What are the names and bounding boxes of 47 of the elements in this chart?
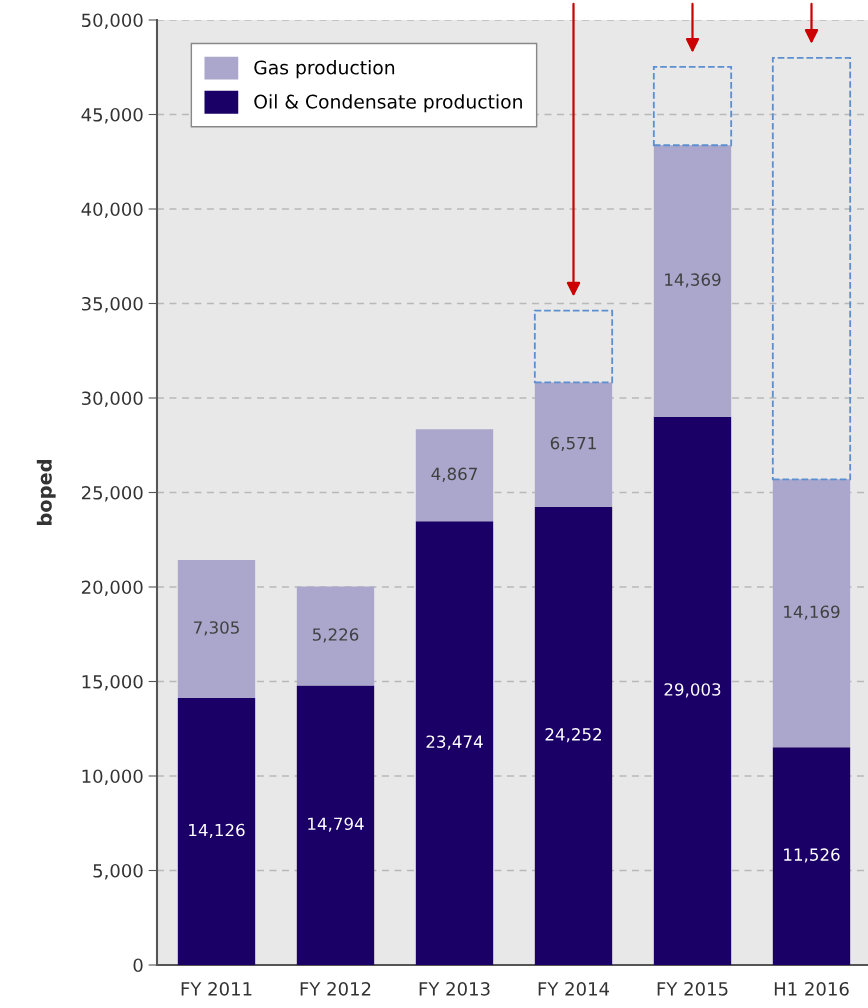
data-label: 24,252: [545, 728, 601, 743]
data-label: 14,126: [189, 823, 245, 839]
legend-label: Gas production: [254, 60, 395, 79]
bar: [415, 429, 494, 522]
bar: [653, 145, 732, 417]
bar: [652, 65, 733, 147]
y-tick-label: 30,000: [82, 391, 143, 407]
y-tick-label: 50,000: [82, 13, 143, 29]
bar: [772, 479, 851, 748]
data-label: 14,794: [308, 817, 364, 832]
y-tick-label: 15,000: [82, 674, 143, 691]
data-label: 7,305: [194, 621, 239, 636]
data-label: 29,003: [664, 683, 721, 698]
bar: [296, 685, 375, 965]
data-label: 14,369: [665, 273, 721, 288]
y-tick-label: 35,000: [82, 296, 143, 313]
x-tick-label: H1 2016: [774, 981, 849, 996]
x-tick-label: FY 2013: [419, 981, 490, 996]
data-label: 6,571: [550, 436, 596, 452]
bar: [533, 309, 614, 384]
x-tick-label: FY 2014: [538, 981, 610, 996]
data-label: 4,867: [431, 467, 477, 482]
y-tick-label: 20,000: [81, 580, 143, 596]
bar: [534, 382, 613, 507]
bar: [177, 698, 256, 965]
bar: [177, 559, 256, 699]
x-tick-label: FY 2015: [657, 981, 728, 996]
bar: [772, 747, 851, 965]
bar: [771, 56, 852, 481]
y-tick-label: 45,000: [81, 107, 143, 124]
bar: [415, 521, 494, 965]
y-tick-label: 40,000: [81, 202, 143, 218]
data-label: 5,226: [312, 628, 359, 643]
data-label: 11,526: [784, 848, 840, 863]
y-axis-title: boped: [36, 459, 56, 526]
data-label: 23,474: [426, 735, 483, 750]
y-tick-label: 5,000: [93, 863, 143, 880]
y-tick-label: 10,000: [82, 769, 143, 785]
bar: [653, 416, 732, 965]
legend-label: Oil & Condensate production: [254, 94, 522, 113]
x-tick-label: FY 2012: [300, 981, 371, 996]
y-tick-label: 25,000: [81, 485, 143, 502]
bar: [296, 586, 375, 686]
bar: [534, 506, 613, 965]
data-label: 14,169: [784, 605, 840, 620]
y-tick-label: 0: [133, 958, 143, 973]
x-tick-label: FY 2011: [181, 981, 252, 996]
